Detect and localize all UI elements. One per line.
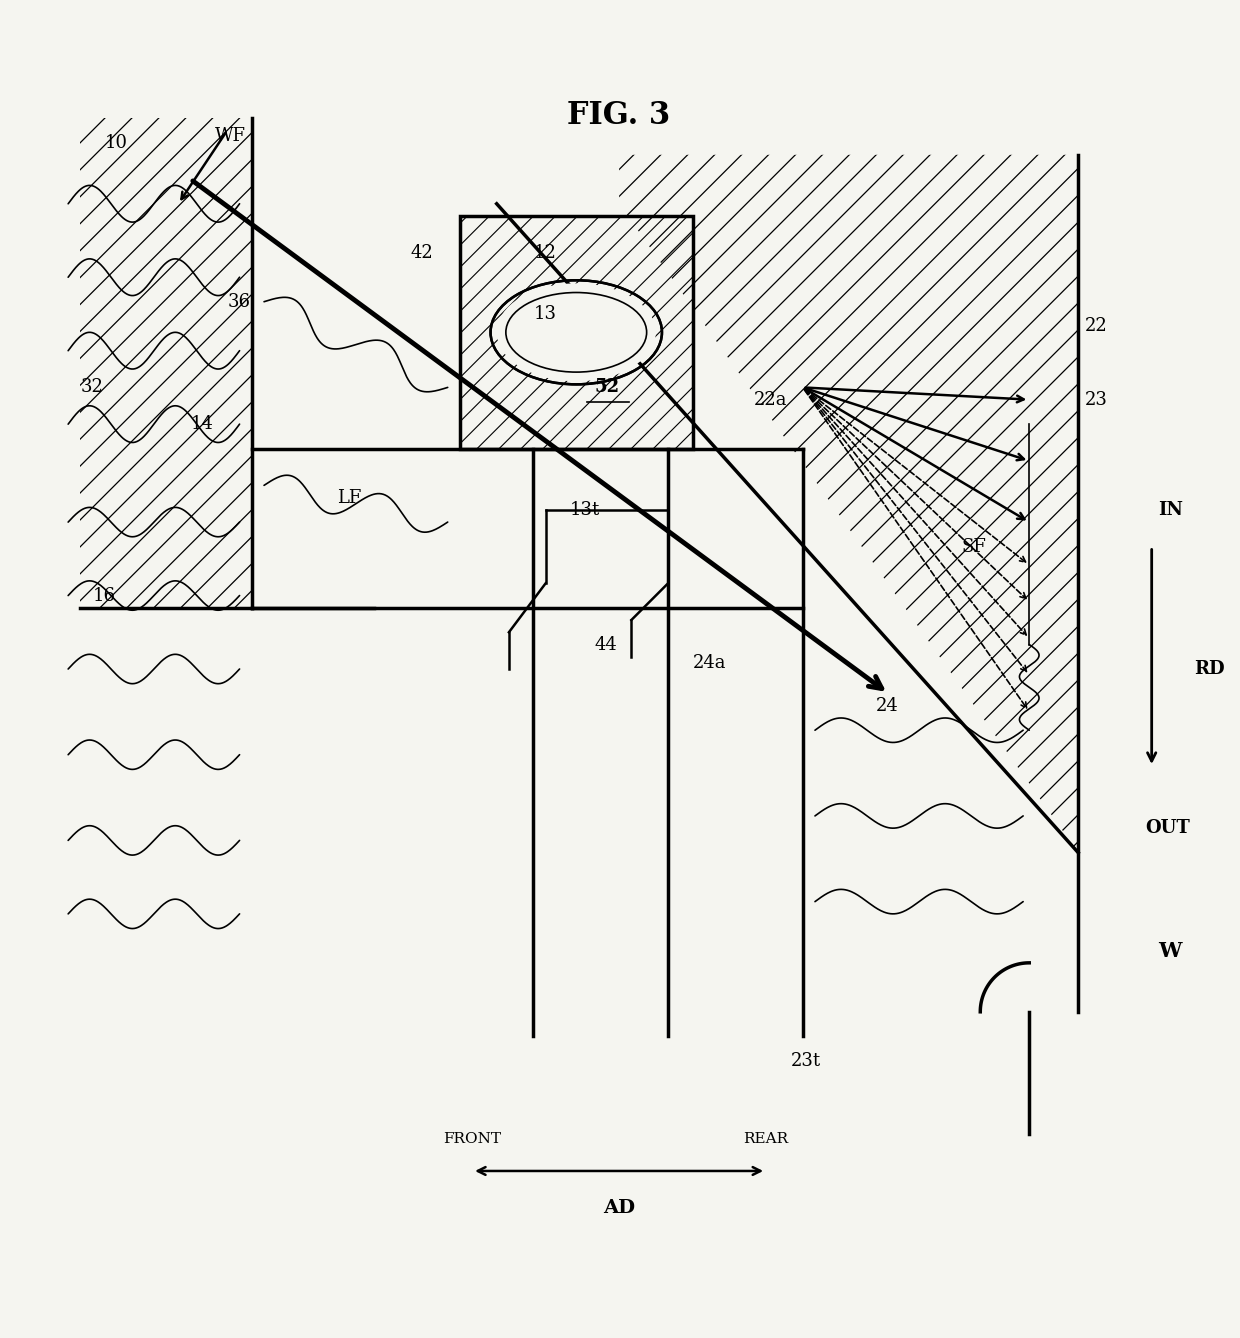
Text: LF: LF (337, 488, 362, 507)
Text: FRONT: FRONT (443, 1132, 501, 1147)
Text: W: W (1158, 941, 1182, 961)
Text: OUT: OUT (1146, 819, 1190, 838)
Text: 23: 23 (1084, 391, 1107, 408)
Text: 24: 24 (877, 697, 899, 714)
Text: WF: WF (215, 127, 246, 146)
Text: RD: RD (1194, 660, 1225, 678)
Text: 36: 36 (227, 293, 250, 310)
Text: 13: 13 (533, 305, 557, 322)
Text: 52: 52 (595, 379, 620, 396)
Text: 16: 16 (93, 586, 115, 605)
Text: 12: 12 (533, 244, 557, 262)
Text: 24a: 24a (693, 654, 727, 672)
Text: 42: 42 (410, 244, 434, 262)
Text: FIG. 3: FIG. 3 (568, 100, 671, 131)
Text: 23t: 23t (791, 1052, 821, 1070)
Text: 22a: 22a (754, 391, 787, 408)
Text: 10: 10 (105, 134, 128, 151)
Text: 13t: 13t (570, 500, 600, 519)
Bar (460, 215, 693, 448)
Text: 22: 22 (1084, 317, 1107, 336)
Ellipse shape (497, 284, 656, 381)
Text: IN: IN (1158, 500, 1183, 519)
Text: AD: AD (603, 1199, 635, 1216)
Text: REAR: REAR (744, 1132, 789, 1147)
Text: 44: 44 (595, 636, 618, 653)
Text: 32: 32 (81, 379, 103, 396)
Text: 14: 14 (191, 415, 213, 434)
Text: SF: SF (962, 538, 987, 555)
